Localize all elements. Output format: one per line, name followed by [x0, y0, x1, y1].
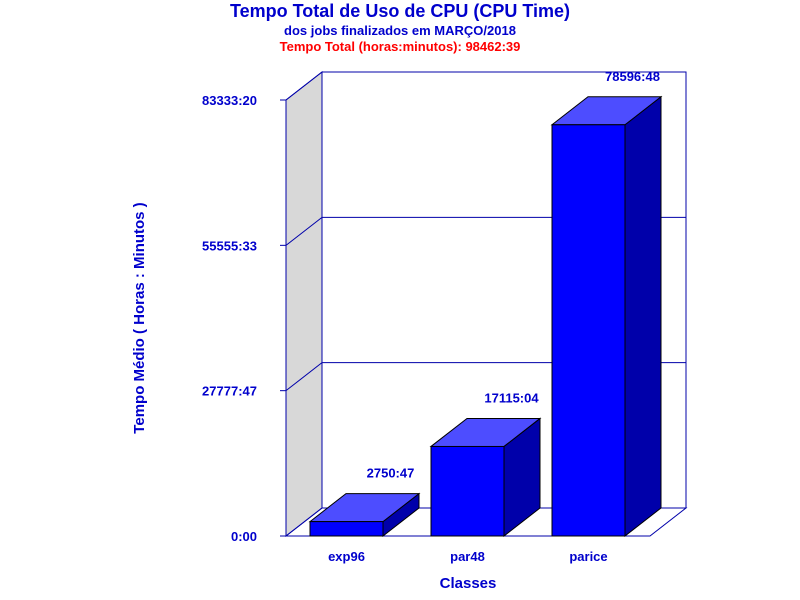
- chart-total-label: Tempo Total (horas:minutos): 98462:39: [280, 39, 521, 54]
- y-axis-label: Tempo Médio ( Horas : Minutos ): [131, 202, 148, 433]
- data-label-exp96: 2750:47: [367, 466, 415, 481]
- data-label-par48: 17115:04: [484, 390, 539, 405]
- data-labels: 2750:47 17115:04 78596:48: [367, 69, 660, 481]
- bar-par48: [429, 417, 542, 538]
- bar-side-face: [624, 95, 662, 538]
- bar-front-face: [309, 521, 384, 537]
- y-tick-labels: 0:00 27777:47 55555:33 83333:20: [202, 93, 286, 544]
- bar-exp96: [308, 492, 421, 538]
- bar-front-face: [551, 124, 626, 537]
- chart-subtitle: dos jobs finalizados em MARÇO/2018: [284, 23, 516, 38]
- category-label-exp96: exp96: [328, 549, 365, 564]
- x-axis-label: Classes: [440, 575, 497, 592]
- back-wall: [285, 70, 323, 538]
- plot-floor: [284, 507, 688, 537]
- category-label-par48: par48: [450, 549, 485, 564]
- chart-title: Tempo Total de Uso de CPU (CPU Time): [230, 1, 570, 21]
- bar-front-face: [430, 445, 505, 537]
- category-labels: exp96 par48 parice: [328, 549, 608, 564]
- y-tick-label: 83333:20: [202, 93, 257, 108]
- gridline-side: [285, 71, 323, 101]
- plot-frame: [284, 70, 688, 538]
- bar-parice: [550, 95, 663, 538]
- data-label-parice: 78596:48: [605, 69, 660, 84]
- gridline-side: [285, 216, 323, 246]
- category-label-parice: parice: [569, 549, 607, 564]
- y-tick-label: 55555:33: [202, 238, 257, 253]
- bars: [308, 95, 663, 538]
- y-tick-label: 27777:47: [202, 384, 257, 399]
- y-tick-label: 0:00: [231, 529, 257, 544]
- gridline-side: [285, 362, 323, 392]
